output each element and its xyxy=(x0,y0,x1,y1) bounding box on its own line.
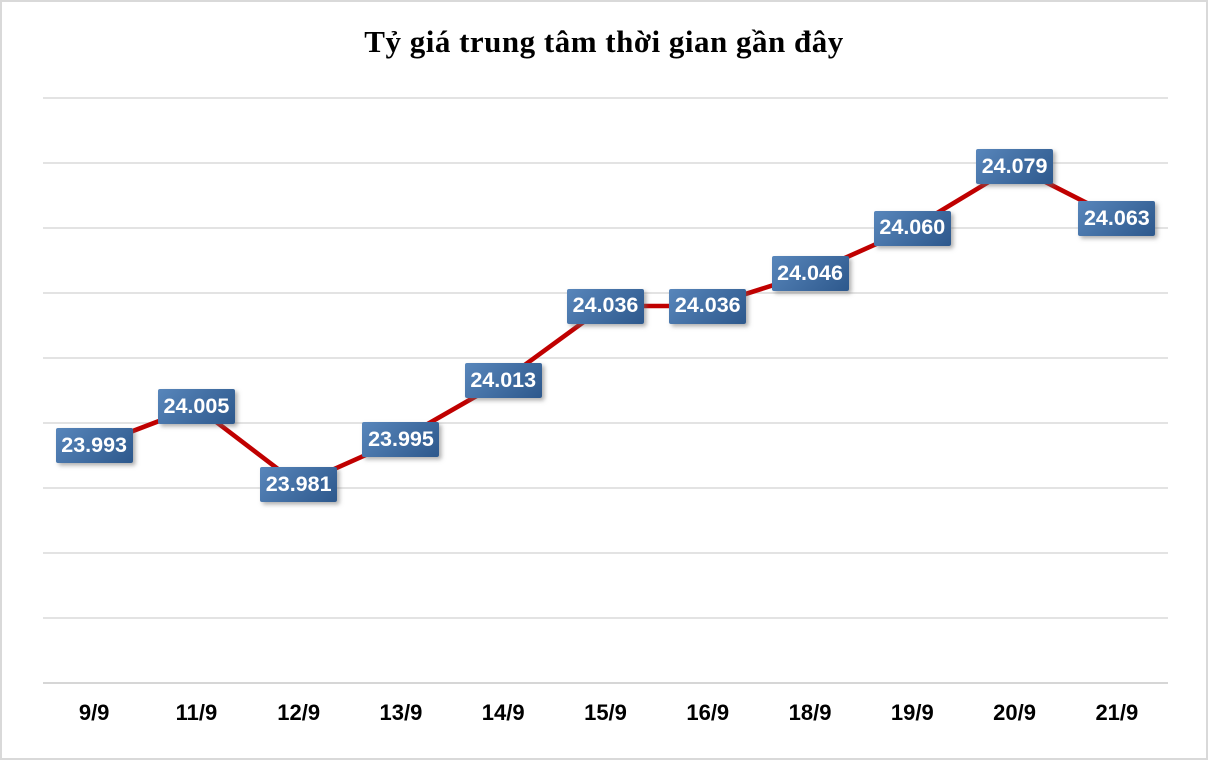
data-label-box: 24.063 xyxy=(1078,200,1156,236)
data-label-box: 24.036 xyxy=(669,288,747,324)
data-label-box: 23.993 xyxy=(55,428,133,464)
data-label-box: 23.981 xyxy=(260,467,338,503)
x-axis-tick-label: 18/9 xyxy=(788,700,832,725)
data-label-box: 24.036 xyxy=(567,288,644,324)
x-axis-tick-label: 14/9 xyxy=(481,700,525,725)
x-axis-tick-label: 11/9 xyxy=(175,700,218,725)
data-label-box: 24.046 xyxy=(771,256,849,291)
data-label-box: 24.060 xyxy=(873,210,951,246)
x-axis-tick-label: 9/9 xyxy=(78,700,110,725)
x-axis-tick-label: 12/9 xyxy=(277,700,321,725)
x-axis-tick-label: 15/9 xyxy=(584,700,627,725)
data-label-box: 24.013 xyxy=(464,363,542,399)
x-axis-tick-label: 20/9 xyxy=(993,700,1036,725)
data-label-box: 23.995 xyxy=(362,421,440,457)
x-axis-tick-label: 13/9 xyxy=(379,700,423,725)
x-axis-tick-label: 19/9 xyxy=(890,700,934,725)
x-axis-tick-label: 21/9 xyxy=(1095,700,1139,725)
data-label-box: 24.005 xyxy=(157,389,235,425)
x-axis-tick-label: 16/9 xyxy=(686,700,730,725)
data-label-box: 24.079 xyxy=(976,148,1054,184)
series-line xyxy=(93,164,1118,488)
chart-title: Tỷ giá trung tâm thời gian gần đây xyxy=(364,24,844,59)
